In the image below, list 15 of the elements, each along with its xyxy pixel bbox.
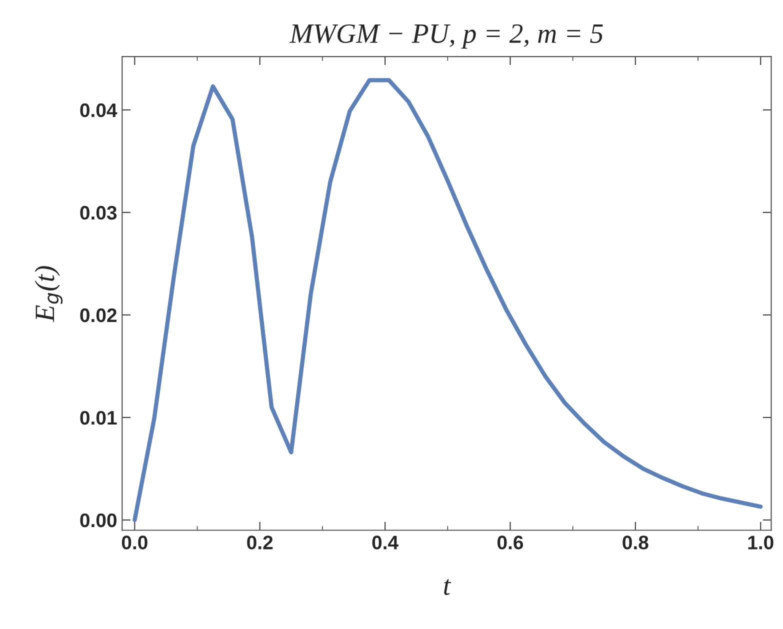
x-tick-label: 0.2 bbox=[247, 536, 273, 550]
y-tick-label: 0.00 bbox=[80, 513, 116, 528]
y-tick-label: 0.01 bbox=[80, 410, 117, 425]
y-tick-label: 0.04 bbox=[80, 103, 118, 118]
x-axis-title: t bbox=[444, 579, 452, 596]
y-tick-label: 0.03 bbox=[80, 206, 117, 220]
x-tick-label: 0.4 bbox=[372, 536, 398, 550]
line-series bbox=[132, 78, 763, 522]
x-tick-label: 0.0 bbox=[122, 536, 148, 550]
y-axis-title: E$_{g}$(t) bbox=[34, 266, 63, 322]
y-tick-label: 0.02 bbox=[80, 308, 117, 322]
chart-title: MWGM − PU, p = 2, m = 5 bbox=[289, 24, 603, 49]
x-tick-label: 1.0 bbox=[748, 536, 774, 550]
x-tick-label: 0.8 bbox=[622, 536, 648, 550]
x-tick-label: 0.6 bbox=[497, 536, 524, 550]
